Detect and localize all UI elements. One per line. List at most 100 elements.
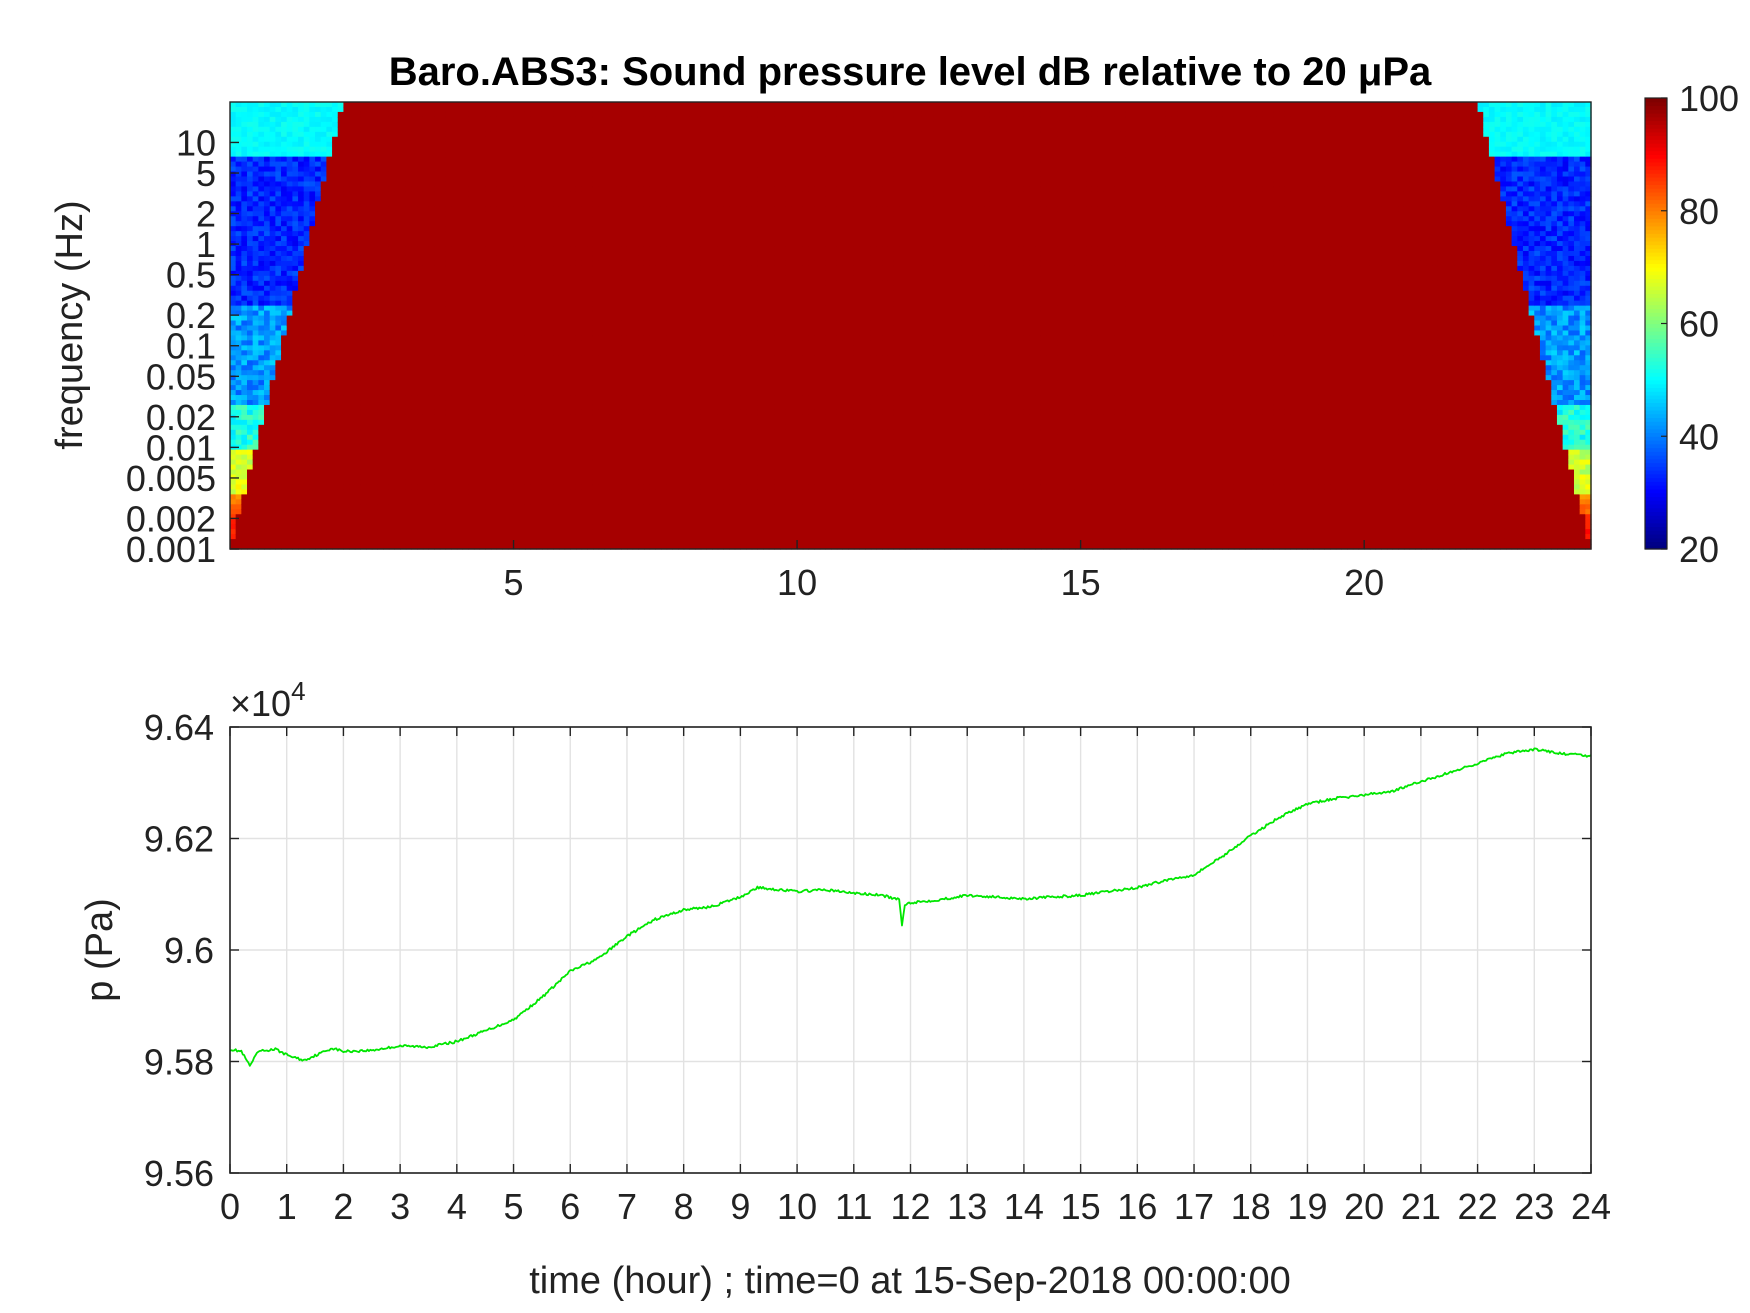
spectrogram-cell [474,256,480,262]
spectrogram-cell [298,196,304,202]
spectrogram-cell [321,380,327,386]
spectrogram-cell [360,216,366,222]
spectrogram-cell [468,475,474,481]
spectrogram-cell [502,137,508,143]
spectrogram-cell [372,281,378,287]
spectrogram-cell [491,191,497,197]
spectrogram-cell [480,400,486,406]
spectrogram-cell [519,291,525,297]
spectrogram-cell [491,286,497,292]
spectrogram-cell [485,102,491,108]
spectrogram-cell [525,142,531,148]
spectrogram-cell [468,494,474,500]
spectrogram-cell [480,519,486,525]
spectrogram-cell [423,117,429,123]
spectrogram-cell [258,231,264,237]
spectrogram-cell [502,226,508,232]
spectrogram-cell [264,276,270,282]
spectrogram-cell [440,514,446,520]
spectrogram-cell [230,231,236,237]
spectrogram-cell [338,489,344,495]
spectrogram-cell [531,321,537,327]
spectrogram-cell [508,256,514,262]
spectrogram-cell [445,266,451,272]
spectrogram-cell [298,435,304,441]
spectrogram-cell [258,380,264,386]
spectrogram-cell [480,350,486,356]
spectrogram-cell [423,475,429,481]
spectrogram-cell [457,157,463,163]
spectrogram-cell [542,321,548,327]
spectrogram-cell [428,430,434,436]
spectrogram-cell [394,181,400,187]
spectrogram-cell [360,539,366,545]
spectrogram-cell [287,147,293,153]
spectrogram-cell [326,122,332,128]
spectrogram-cell [292,400,298,406]
spectrogram-cell [355,256,361,262]
spectrogram-cell [383,529,389,535]
spectrogram-cell [542,326,548,332]
spectrogram-cell [355,430,361,436]
spectrogram-cell [423,316,429,322]
spectrogram-cell [508,216,514,222]
spectrogram-cell [241,465,247,471]
spectrogram-cell [514,226,520,232]
spectrogram-cell [519,102,525,108]
spectrogram-cell [264,231,270,237]
spectrogram-cell [514,127,520,133]
spectrogram-cell [485,390,491,396]
spectrogram-cell [428,236,434,242]
spectrogram-cell [417,266,423,272]
spectrogram-cell [343,534,349,540]
spectrogram-cell [343,326,349,332]
spectrogram-cell [502,311,508,317]
spectrogram-cell [377,221,383,227]
spectrogram-cell [253,410,259,416]
spectrogram-cell [298,390,304,396]
spectrogram-cell [332,335,338,341]
spectrogram-cell [343,142,349,148]
spectrogram-cell [377,460,383,466]
spectrogram-cell [474,420,480,426]
spectrogram-cell [457,246,463,252]
spectrogram-cell [428,380,434,386]
spectrogram-cell [536,241,542,247]
spectrogram-cell [355,147,361,153]
spectrogram-cell [480,246,486,252]
spectrogram-cell [389,425,395,431]
spectrogram-cell [377,226,383,232]
spectrogram-cell [519,266,525,272]
spectrogram-cell [281,504,287,510]
spectrogram-cell [468,122,474,128]
spectrogram-cell [264,534,270,540]
spectrogram-cell [423,241,429,247]
spectrogram-cell [321,345,327,351]
spectrogram-cell [394,132,400,138]
spectrogram-cell [542,147,548,153]
spectrogram-cell [406,360,412,366]
spectrogram-cell [292,410,298,416]
spectrogram-cell [536,465,542,471]
spectrogram-cell [389,142,395,148]
spectrogram-cell [281,435,287,441]
spectrogram-cell [230,350,236,356]
spectrogram-cell [451,450,457,456]
spectrogram-cell [514,102,520,108]
spectrogram-cell [270,420,276,426]
spectrogram-cell [292,499,298,505]
spectrogram-cell [287,450,293,456]
spectrogram-cell [428,281,434,287]
spectrogram-cell [434,460,440,466]
spectrogram-cell [485,196,491,202]
spectrogram-cell [491,455,497,461]
spectrogram-cell [315,226,321,232]
spectrogram-cell [525,450,531,456]
spectrogram-cell [258,330,264,336]
spectrogram-cell [315,350,321,356]
spectrogram-cell [309,430,315,436]
spectrogram-cell [253,475,259,481]
spectrogram-cell [309,355,315,361]
spectrogram-cell [366,395,372,401]
spectrogram-cell [445,524,451,530]
